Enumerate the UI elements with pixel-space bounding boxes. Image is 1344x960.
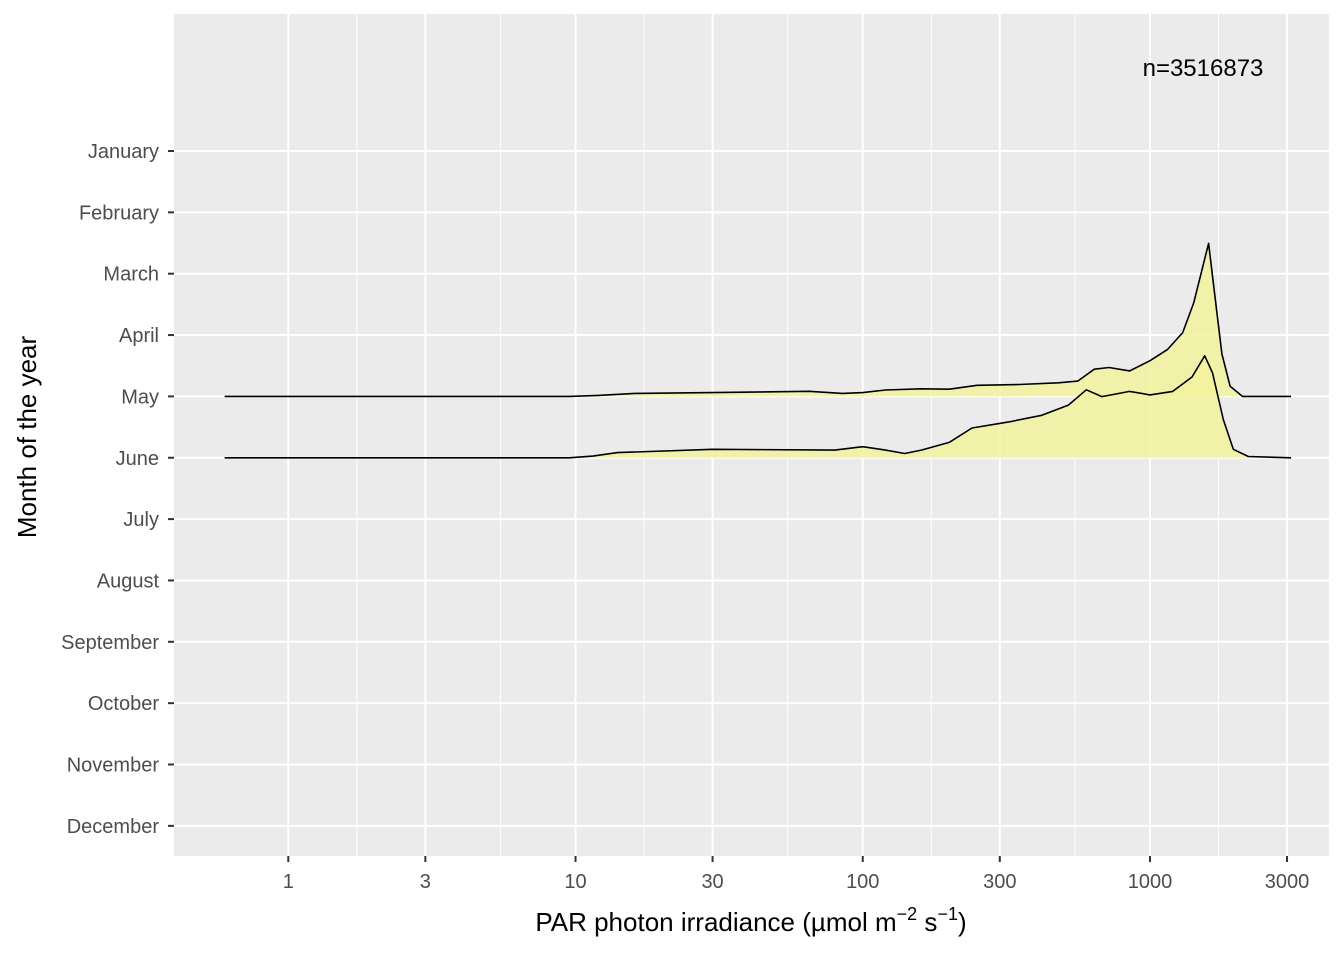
x-axis-title: PAR photon irradiance (µmol m−2 s−1) bbox=[535, 904, 966, 937]
x-axis-title-suffix: ) bbox=[958, 907, 967, 937]
x-tick-label: 1 bbox=[283, 871, 294, 893]
x-tick-label: 3000 bbox=[1265, 871, 1310, 893]
x-tick-label: 3 bbox=[420, 871, 431, 893]
y-axis: January February March April May June July Augu… bbox=[61, 141, 174, 838]
ridge-line-june bbox=[224, 355, 1292, 459]
y-tick-label: August bbox=[97, 570, 160, 592]
x-axis-title-mid: s bbox=[917, 907, 937, 937]
x-tick-label: 30 bbox=[701, 871, 723, 893]
y-tick-label: February bbox=[79, 202, 159, 224]
x-axis-title-unit: µmol m bbox=[811, 907, 897, 937]
density-ridges bbox=[224, 242, 1292, 459]
ridge-line-may bbox=[224, 242, 1292, 398]
y-tick-label: January bbox=[88, 141, 159, 163]
y-tick-label: May bbox=[121, 386, 159, 408]
y-tick-label: December bbox=[67, 816, 160, 838]
x-tick-label: 100 bbox=[846, 871, 879, 893]
y-tick-label: September bbox=[61, 632, 159, 654]
x-axis: 1 3 10 30 100 300 1000 3000 bbox=[283, 856, 1310, 893]
ridge-fill-june bbox=[224, 355, 1292, 458]
y-axis-title: Month of the year bbox=[12, 335, 42, 538]
x-tick-label: 1000 bbox=[1128, 871, 1173, 893]
x-axis-title-exponent-1: −2 bbox=[897, 904, 918, 924]
y-tick-label: June bbox=[116, 448, 159, 470]
y-tick-label: October bbox=[88, 693, 159, 715]
x-axis-title-prefix: PAR photon irradiance ( bbox=[535, 907, 811, 937]
ridge-fill-may bbox=[224, 243, 1292, 397]
y-tick-label: November bbox=[67, 755, 160, 777]
y-tick-label: March bbox=[103, 264, 159, 286]
x-axis-title-exponent-2: −1 bbox=[937, 904, 958, 924]
x-tick-label: 300 bbox=[983, 871, 1016, 893]
y-tick-label: April bbox=[119, 325, 159, 347]
x-tick-label: 10 bbox=[564, 871, 586, 893]
y-tick-label: July bbox=[123, 509, 159, 531]
sample-size-annotation: n=3516873 bbox=[1143, 55, 1264, 82]
